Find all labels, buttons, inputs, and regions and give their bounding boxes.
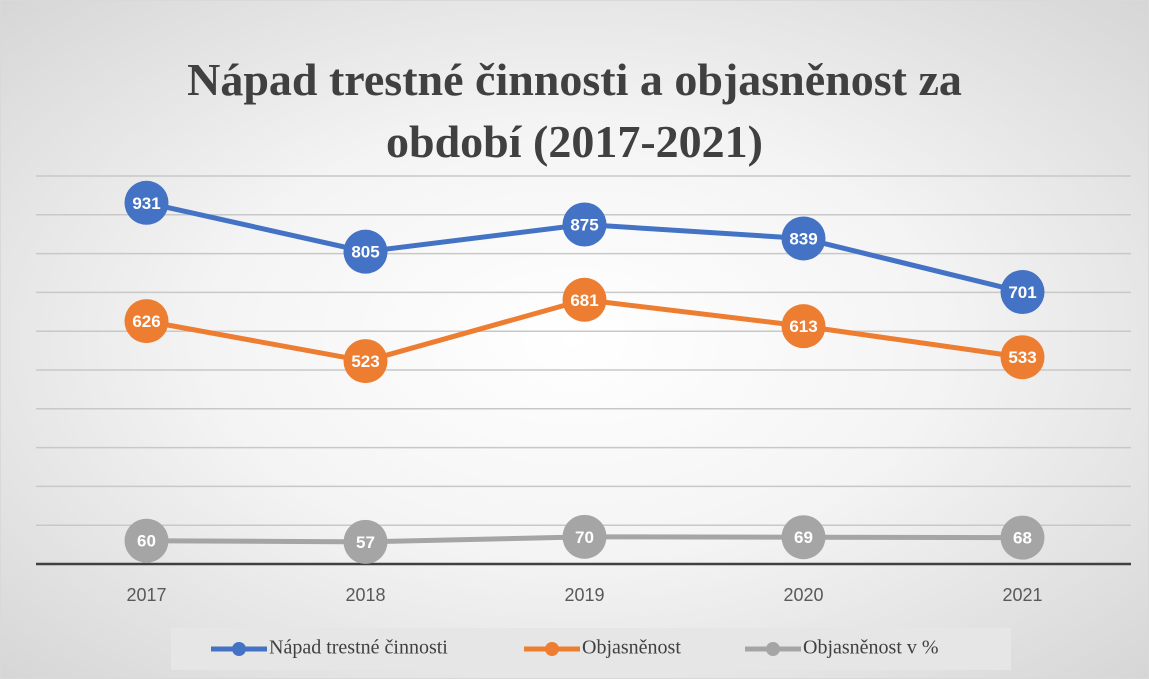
- data-label: 533: [1008, 348, 1036, 367]
- legend-marker: [232, 642, 246, 656]
- data-label: 69: [794, 528, 813, 547]
- legend-marker: [545, 642, 559, 656]
- data-label: 805: [351, 243, 379, 262]
- data-point: [781, 515, 826, 560]
- data-label: 681: [570, 291, 598, 310]
- data-point: [781, 216, 826, 261]
- data-label: 931: [132, 194, 160, 213]
- data-point: [562, 514, 607, 559]
- data-point: [562, 277, 607, 322]
- legend-label: Objasněnost: [582, 637, 681, 659]
- data-label: 523: [351, 352, 379, 371]
- legend-label: Nápad trestné činnosti: [269, 637, 448, 659]
- data-label: 701: [1008, 283, 1036, 302]
- data-point: [124, 299, 169, 344]
- legend-box: [171, 628, 1011, 670]
- data-point: [1000, 515, 1045, 560]
- legend-label: Objasněnost v %: [803, 637, 939, 659]
- chart-title: Nápad trestné činnosti a objasněnost za …: [187, 54, 962, 167]
- data-point: [124, 518, 169, 563]
- data-point: [343, 229, 388, 274]
- data-point: [1000, 270, 1045, 315]
- data-point: [124, 180, 169, 225]
- data-label: 70: [575, 528, 594, 547]
- x-tick-label: 2017: [126, 585, 166, 605]
- data-label: 60: [137, 532, 156, 551]
- data-point: [343, 339, 388, 384]
- x-tick-label: 2020: [783, 585, 823, 605]
- x-tick-label: 2021: [1002, 585, 1042, 605]
- legend-marker: [766, 642, 780, 656]
- data-point: [781, 304, 826, 349]
- data-point: [1000, 335, 1045, 380]
- data-label: 68: [1013, 529, 1032, 548]
- data-label: 875: [570, 216, 598, 235]
- data-point: [343, 519, 388, 564]
- data-label: 839: [789, 229, 817, 248]
- x-tick-label: 2019: [564, 585, 604, 605]
- data-label: 626: [132, 312, 160, 331]
- data-point: [562, 202, 607, 247]
- data-label: 613: [789, 317, 817, 336]
- data-label: 57: [356, 533, 375, 552]
- x-tick-label: 2018: [345, 585, 385, 605]
